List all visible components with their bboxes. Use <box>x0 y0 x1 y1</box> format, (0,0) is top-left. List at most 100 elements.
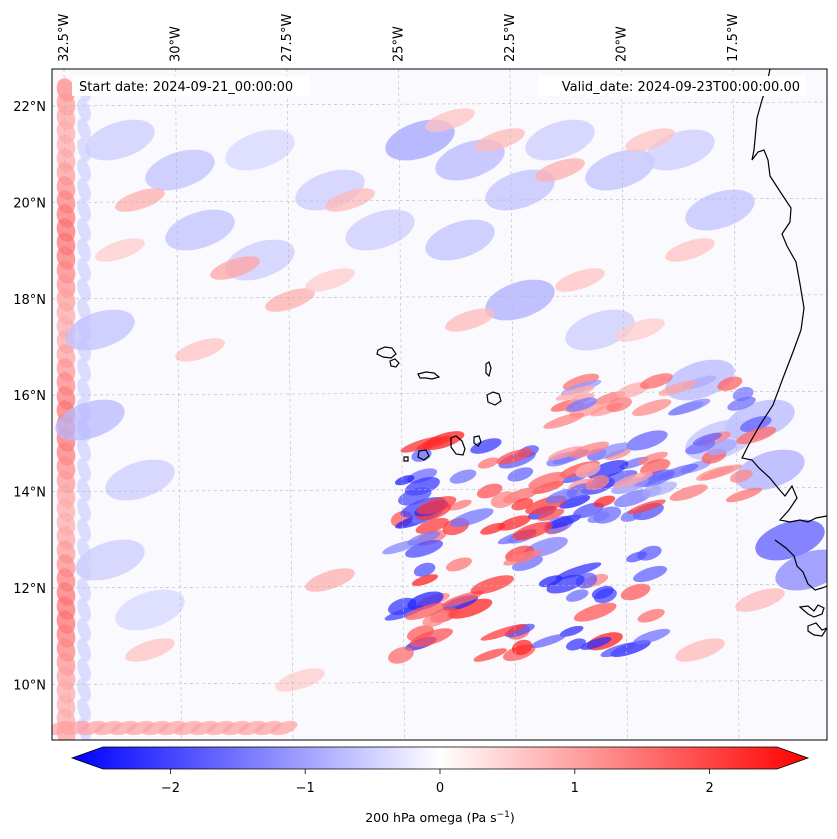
omega-cell <box>77 518 91 542</box>
omega-cell <box>407 531 441 546</box>
omega-cell <box>657 463 699 481</box>
omega-cell <box>696 465 734 481</box>
omega-cell <box>77 158 91 182</box>
lon-label: 32.5°W <box>57 14 72 62</box>
omega-cell <box>580 636 612 650</box>
omega-cell <box>77 478 91 502</box>
omega-cell <box>77 438 91 462</box>
omega-cell <box>566 397 598 412</box>
omega-cell <box>210 256 260 280</box>
omega-cell <box>575 462 601 478</box>
omega-cell <box>77 238 91 262</box>
omega-cell <box>632 399 672 417</box>
omega-cell <box>627 499 666 515</box>
valid-date-label: Valid_date: 2024-09-23T00:00:00.00 <box>562 80 800 95</box>
omega-cell <box>573 602 617 622</box>
omega-cell <box>637 608 665 623</box>
omega-cell <box>727 396 756 411</box>
colorbar-body <box>70 746 810 770</box>
omega-cell <box>675 638 725 662</box>
omega-cell <box>606 397 632 413</box>
omega-cell <box>665 238 715 262</box>
omega-cell <box>600 642 637 658</box>
omega-cell <box>77 278 91 302</box>
start-date-box <box>72 76 310 96</box>
omega-cell <box>585 475 610 491</box>
omega-cell <box>415 517 449 534</box>
meridian-line <box>509 69 517 740</box>
boa-vista-island <box>486 391 502 406</box>
lat-label: 12°N <box>13 582 46 597</box>
sal-island <box>485 361 492 378</box>
omega-cell <box>77 218 91 242</box>
omega-cell <box>485 279 555 321</box>
omega-cell <box>566 638 586 651</box>
omega-cell <box>445 308 495 332</box>
omega-cell <box>615 318 665 342</box>
omega-cell <box>535 158 585 182</box>
fogo-island <box>417 449 430 461</box>
omega-cell <box>512 521 553 541</box>
omega-cell <box>77 458 91 482</box>
omega-cell <box>388 646 414 664</box>
map-panel: Start date: 2024-09-21_00:00:00 Valid_da… <box>51 68 828 741</box>
omega-cell <box>587 511 610 523</box>
omega-cell <box>528 471 567 489</box>
guinea-coastline <box>774 539 827 591</box>
omega-cell <box>685 189 755 231</box>
omega-cell <box>441 591 484 607</box>
omega-cell <box>669 484 708 501</box>
lat-label: 22°N <box>13 100 46 115</box>
meridian-line <box>286 69 294 740</box>
omega-cell <box>633 565 668 583</box>
omega-cell <box>477 457 499 469</box>
omega-cell <box>394 475 415 486</box>
omega-cell <box>685 440 716 455</box>
omega-cell <box>735 588 785 612</box>
omega-cell <box>165 209 235 251</box>
lon-label: 17.5°W <box>726 14 741 62</box>
africa-coastline <box>741 69 827 523</box>
omega-cell <box>77 118 91 142</box>
omega-cell <box>77 658 91 682</box>
omega-cell <box>735 449 805 491</box>
omega-cell <box>305 268 355 292</box>
sao-vicente-island <box>389 358 400 368</box>
graticule <box>52 69 827 740</box>
omega-cell <box>511 639 533 656</box>
omega-cell <box>559 625 584 637</box>
omega-cell <box>613 471 654 488</box>
lat-label: 20°N <box>13 196 46 211</box>
omega-cell <box>425 108 475 132</box>
omega-cell <box>77 578 91 602</box>
omega-cell <box>405 602 447 620</box>
omega-cell <box>449 508 494 527</box>
colorbar-tick-label: 0 <box>436 781 444 796</box>
valid-date-box <box>538 76 806 96</box>
omega-cell <box>775 549 827 591</box>
omega-cell <box>448 598 493 619</box>
omega-cell <box>75 539 145 581</box>
omega-cell <box>115 589 185 631</box>
omega-cell <box>537 508 565 521</box>
omega-cell <box>473 648 507 662</box>
meridian-line <box>732 69 740 740</box>
omega-cell <box>416 435 454 450</box>
omega-cell <box>669 398 711 415</box>
omega-cell <box>77 498 91 522</box>
omega-cell <box>77 678 91 702</box>
map-frame <box>51 68 828 741</box>
lat-label: 10°N <box>13 678 46 693</box>
start-date-label: Start date: 2024-09-21_00:00:00 <box>79 80 293 95</box>
omega-cell <box>145 149 215 191</box>
omega-cell <box>591 585 614 600</box>
omega-cell <box>325 188 375 212</box>
omega-cell <box>105 459 175 501</box>
omega-cell <box>77 618 91 642</box>
omega-cell <box>503 550 542 566</box>
omega-cell <box>265 288 315 312</box>
omega-cell <box>555 385 595 401</box>
omega-cell <box>625 128 675 152</box>
omega-cell <box>175 338 225 362</box>
